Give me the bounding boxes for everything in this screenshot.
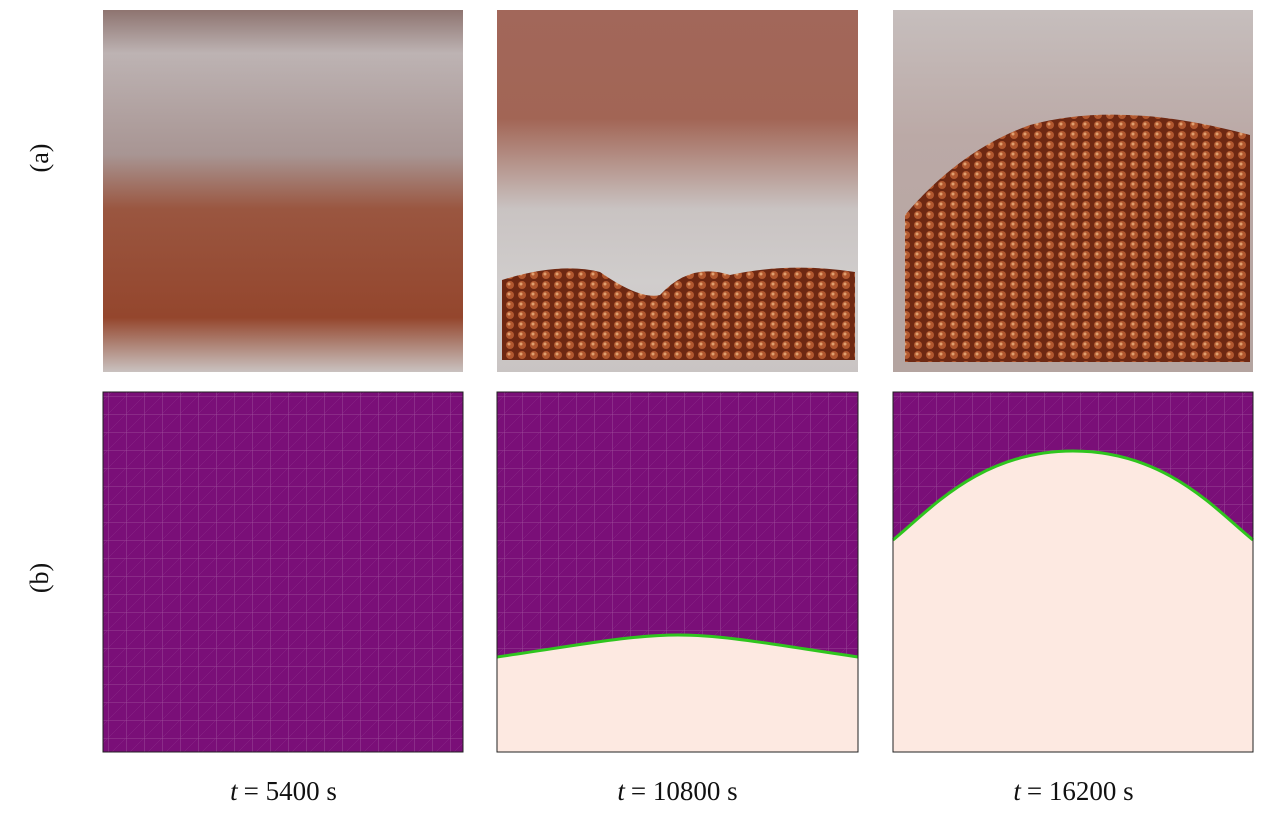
caption-symbol: t xyxy=(617,776,625,806)
caption-text: = 16200 s xyxy=(1026,776,1134,806)
row-label: (b) xyxy=(25,562,54,594)
simulation-row xyxy=(102,391,1254,753)
caption: t = 5400 s xyxy=(103,776,464,807)
experiment-row xyxy=(103,10,1253,372)
caption-symbol: t xyxy=(1013,776,1021,806)
caption: t = 10800 s xyxy=(497,776,858,807)
caption: t = 16200 s xyxy=(893,776,1254,807)
row-label: (a) xyxy=(25,143,54,173)
caption-symbol: t xyxy=(230,776,238,806)
caption-text: = 10800 s xyxy=(630,776,738,806)
caption-text: = 5400 s xyxy=(243,776,337,806)
